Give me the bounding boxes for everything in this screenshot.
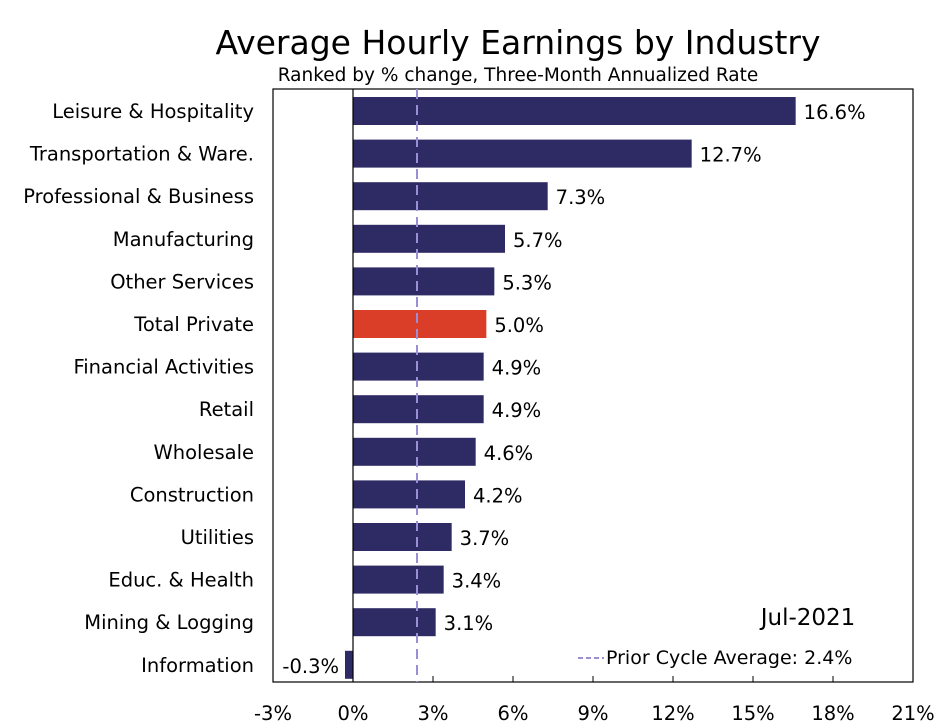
bar-transportation-and-ware [353, 139, 692, 168]
x-tick-label: -3% [254, 702, 292, 725]
value-label-information: -0.3% [282, 655, 339, 678]
bar-retail [353, 395, 484, 424]
bar-construction [353, 480, 465, 509]
value-label-leisure-and-hospitality: 16.6% [804, 101, 866, 124]
x-tick-label: 12% [651, 702, 694, 725]
value-label-utilities: 3.7% [460, 527, 510, 550]
category-label-manufacturing: Manufacturing [113, 228, 254, 251]
category-label-construction: Construction [130, 483, 254, 506]
category-label-retail: Retail [199, 398, 254, 421]
bar-educ-and-health [353, 565, 444, 594]
x-tick-label: 21% [891, 702, 934, 725]
category-label-transportation-and-ware: Transportation & Ware. [29, 143, 254, 166]
x-axis: -3% 0% 3% 6% 9% 12% 15% 18% 21% [254, 89, 935, 725]
bar-wholesale [353, 437, 476, 466]
category-label-utilities: Utilities [181, 526, 254, 549]
bar-leisure-and-hospitality [353, 97, 796, 125]
bars-layer [345, 97, 796, 679]
x-tick-label: 0% [338, 702, 369, 725]
value-label-professional-and-business: 7.3% [556, 186, 606, 209]
category-label-other-services: Other Services [110, 270, 254, 293]
value-label-financial-activities: 4.9% [492, 357, 542, 380]
bar-total-private [353, 310, 487, 338]
category-label-professional-and-business: Professional & Business [23, 185, 254, 208]
value-label-construction: 4.2% [473, 484, 523, 507]
bar-other-services [353, 267, 495, 296]
value-label-other-services: 5.3% [502, 271, 552, 294]
x-tick-label: 15% [731, 702, 774, 725]
category-label-wholesale: Wholesale [153, 441, 254, 464]
value-label-educ-and-health: 3.4% [452, 570, 502, 593]
bar-professional-and-business [353, 182, 548, 211]
x-tick-label: 6% [498, 702, 529, 725]
legend-label: Prior Cycle Average: 2.4% [606, 647, 852, 669]
chart-title: Average Hourly Earnings by Industry [215, 23, 820, 62]
value-label-manufacturing: 5.7% [513, 229, 563, 252]
labels-layer: Leisure & Hospitality 16.6% Transportation… [23, 100, 865, 678]
bar-information [345, 650, 353, 679]
category-label-total-private: Total Private [133, 313, 254, 336]
value-label-mining-and-logging: 3.1% [444, 612, 494, 635]
category-label-educ-and-health: Educ. & Health [108, 569, 254, 592]
value-label-total-private: 5.0% [494, 314, 544, 337]
category-label-leisure-and-hospitality: Leisure & Hospitality [52, 100, 254, 123]
value-label-retail: 4.9% [492, 399, 542, 422]
x-tick-label: 9% [578, 702, 609, 725]
value-label-transportation-and-ware: 12.7% [700, 144, 762, 167]
category-label-financial-activities: Financial Activities [73, 356, 254, 379]
bar-mining-and-logging [353, 608, 436, 637]
bar-manufacturing [353, 224, 505, 253]
bar-utilities [353, 523, 452, 551]
legend: Prior Cycle Average: 2.4% [578, 647, 852, 669]
category-label-information: Information [141, 654, 254, 677]
x-tick-label: 18% [811, 702, 854, 725]
date-annotation: Jul-2021 [759, 605, 856, 631]
value-label-wholesale: 4.6% [484, 442, 534, 465]
category-label-mining-and-logging: Mining & Logging [84, 611, 254, 634]
chart-subtitle: Ranked by % change, Three-Month Annualiz… [278, 65, 759, 86]
x-tick-label: 3% [418, 702, 449, 725]
bar-financial-activities [353, 352, 484, 381]
